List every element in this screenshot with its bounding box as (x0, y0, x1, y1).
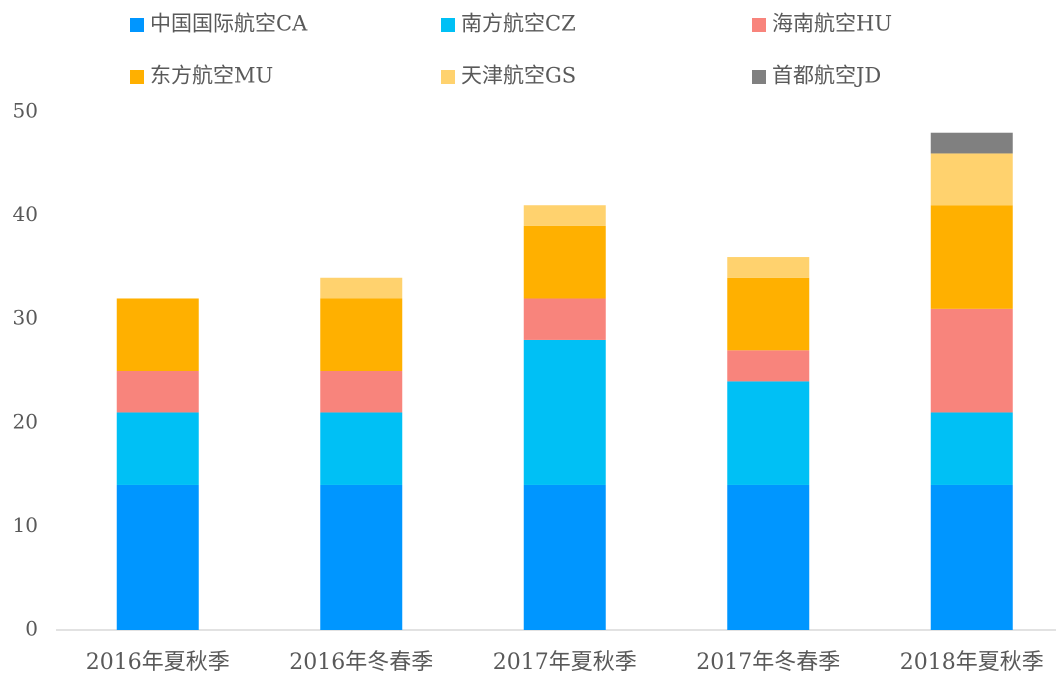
bar-segment (320, 412, 403, 485)
bar-segment (727, 257, 810, 278)
bar-segment (930, 153, 1013, 206)
legend-label: 中国国际航空CA (150, 12, 308, 36)
bar-segment (930, 132, 1013, 154)
bar-segment (727, 484, 810, 630)
bar-segment (320, 371, 403, 413)
x-tick-label: 2018年夏秋季 (900, 650, 1044, 675)
y-tick-label: 30 (13, 306, 38, 330)
bar-segment (523, 225, 606, 299)
x-tick-label: 2016年冬春季 (289, 650, 433, 675)
bar-segment (727, 277, 810, 351)
legend-label: 东方航空MU (150, 64, 273, 88)
y-tick-label: 20 (13, 409, 38, 433)
legend-label: 南方航空CZ (461, 12, 576, 36)
x-tick-label: 2016年夏秋季 (86, 650, 230, 675)
bar-segment (930, 205, 1013, 309)
bar-segment (930, 308, 1013, 413)
x-tick-label: 2017年冬春季 (696, 650, 840, 675)
bar-segment (930, 412, 1013, 485)
bar-segment (116, 298, 199, 371)
bar-segment (116, 484, 199, 630)
legend-swatch (441, 70, 455, 84)
legend-swatch (441, 18, 455, 32)
bar-segment (930, 484, 1013, 630)
bar-segment (116, 371, 199, 413)
bar-segment (116, 412, 199, 485)
legend-swatch (752, 70, 766, 84)
bar-segment (320, 484, 403, 630)
bar-segment (320, 277, 403, 299)
bar-segment (727, 381, 810, 485)
legend-swatch (130, 18, 144, 32)
y-tick-label: 0 (25, 617, 38, 641)
bar-segment (523, 298, 606, 340)
legend-swatch (130, 70, 144, 84)
legend-swatch (752, 18, 766, 32)
y-tick-label: 40 (13, 202, 38, 226)
bar-segment (523, 205, 606, 226)
legend-label: 首都航空JD (772, 64, 881, 88)
y-tick-label: 50 (13, 99, 38, 123)
bar-segment (320, 298, 403, 371)
bar-segment (523, 484, 606, 630)
y-tick-label: 10 (13, 513, 38, 537)
legend-label: 海南航空HU (772, 12, 892, 36)
bar-segment (523, 339, 606, 485)
legend-label: 天津航空GS (461, 64, 576, 88)
x-tick-label: 2017年夏秋季 (493, 650, 637, 675)
bar-segment (727, 350, 810, 382)
